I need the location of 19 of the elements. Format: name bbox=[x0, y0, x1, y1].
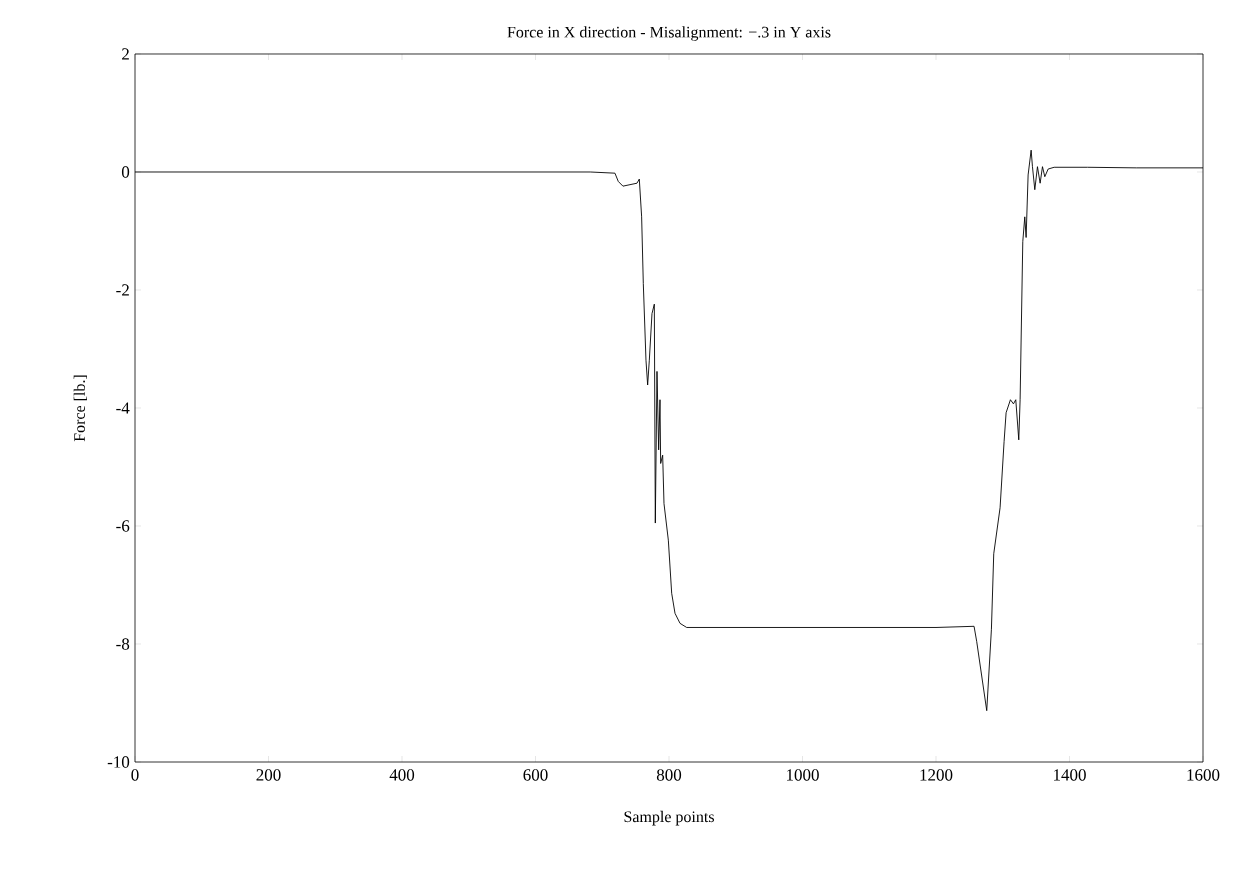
x-tick-label: 600 bbox=[523, 769, 548, 781]
y-tick-label: -10 bbox=[107, 756, 130, 768]
y-axis-title: Force [lb.] bbox=[73, 375, 87, 442]
x-tick-label: 1400 bbox=[1054, 769, 1086, 781]
x-tick-label: 1000 bbox=[787, 769, 819, 781]
y-tick-label: -8 bbox=[116, 638, 130, 650]
chart-title: Force in X direction - Misalignment: −.3 in Y axis bbox=[507, 26, 831, 41]
x-tick-label: 1200 bbox=[920, 769, 953, 781]
x-tick-label: 0 bbox=[131, 769, 139, 781]
y-tick-label: -6 bbox=[116, 520, 130, 532]
y-tick-label: 0 bbox=[121, 166, 130, 178]
y-tick-label: 2 bbox=[122, 48, 129, 60]
x-tick-label: 1600 bbox=[1187, 769, 1220, 781]
x-tick-label: 200 bbox=[256, 769, 281, 781]
x-axis-title: Sample points bbox=[624, 810, 714, 826]
x-tick-label: 800 bbox=[656, 769, 682, 781]
y-tick-label: -4 bbox=[116, 402, 130, 414]
x-tick-label: 400 bbox=[389, 769, 415, 781]
y-tick-label: -2 bbox=[116, 284, 129, 296]
